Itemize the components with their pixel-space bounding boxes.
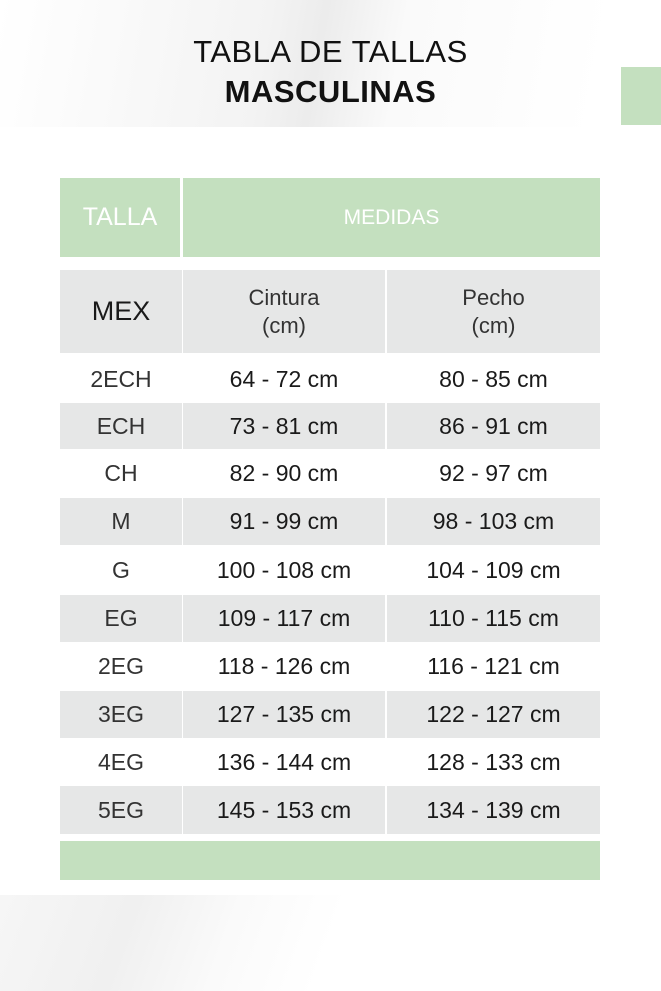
row-cintura-cell: 73 - 81 cm bbox=[183, 403, 385, 449]
pecho-unit: (cm) bbox=[471, 312, 516, 338]
row-pecho-cell: 128 - 133 cm bbox=[426, 748, 561, 775]
row-cintura-cell: 109 - 117 cm bbox=[183, 595, 385, 642]
row-pecho-cell: 134 - 139 cm bbox=[387, 786, 600, 834]
subheader-pecho: Pecho (cm) bbox=[387, 270, 600, 353]
row-size-cell: G bbox=[112, 556, 130, 583]
row-pecho-cell: 98 - 103 cm bbox=[387, 498, 600, 545]
cintura-unit: (cm) bbox=[262, 312, 306, 338]
subheader-mex: MEX bbox=[60, 270, 182, 353]
subheader-cintura: Cintura (cm) bbox=[183, 270, 385, 353]
row-pecho-cell: 86 - 91 cm bbox=[387, 403, 600, 449]
footer-bar bbox=[60, 841, 600, 880]
row-size-cell: 5EG bbox=[60, 786, 182, 834]
pecho-label: Pecho bbox=[462, 284, 525, 310]
row-cintura-cell: 118 - 126 cm bbox=[217, 653, 351, 679]
row-size-cell: EG bbox=[60, 595, 182, 642]
green-accent-shape bbox=[621, 67, 661, 125]
row-size-cell: ECH bbox=[60, 403, 182, 449]
header-medidas: MEDIDAS bbox=[183, 178, 600, 257]
row-size-cell: 2ECH bbox=[90, 365, 152, 392]
row-size-cell: 3EG bbox=[60, 691, 182, 738]
row-cintura-cell: 82 - 90 cm bbox=[229, 460, 339, 486]
title-line2: MASCULINAS bbox=[224, 74, 437, 109]
row-cintura-cell: 100 - 108 cm bbox=[216, 556, 352, 583]
cintura-label: Cintura bbox=[248, 284, 320, 310]
row-cintura-cell: 145 - 153 cm bbox=[183, 786, 385, 834]
title-line1: TABLA DE TALLAS bbox=[193, 34, 468, 69]
row-cintura-cell: 136 - 144 cm bbox=[216, 748, 352, 775]
row-pecho-cell: 104 - 109 cm bbox=[426, 556, 561, 583]
row-size-cell: 2EG bbox=[97, 653, 145, 679]
header-background bbox=[0, 0, 661, 127]
row-pecho-cell: 92 - 97 cm bbox=[439, 460, 548, 486]
row-size-cell: M bbox=[60, 498, 182, 545]
row-cintura-cell: 91 - 99 cm bbox=[183, 498, 385, 545]
row-pecho-cell: 116 - 121 cm bbox=[427, 653, 560, 679]
row-pecho-cell: 110 - 115 cm bbox=[387, 595, 600, 642]
row-cintura-cell: 64 - 72 cm bbox=[229, 365, 339, 392]
row-pecho-cell: 80 - 85 cm bbox=[439, 365, 548, 392]
row-pecho-cell: 122 - 127 cm bbox=[387, 691, 600, 738]
header-talla: TALLA bbox=[60, 178, 180, 257]
row-size-cell: CH bbox=[104, 460, 138, 486]
footer-background bbox=[0, 895, 661, 991]
row-size-cell: 4EG bbox=[97, 748, 145, 775]
row-cintura-cell: 127 - 135 cm bbox=[183, 691, 385, 738]
